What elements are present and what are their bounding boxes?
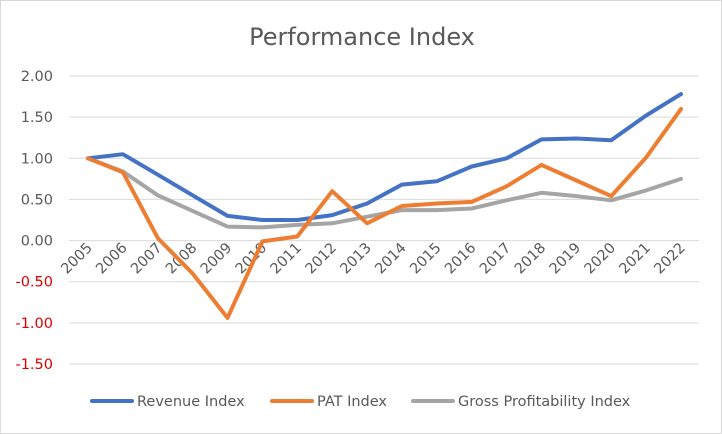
x-tick-label: 2017 xyxy=(477,240,514,277)
y-tick-label: 2.00 xyxy=(21,69,53,85)
x-tick-label: 2018 xyxy=(512,240,549,277)
x-tick-label: 2006 xyxy=(93,240,130,277)
x-tick-label: 2022 xyxy=(651,240,688,277)
y-tick-label: 1.50 xyxy=(21,110,53,126)
x-tick-label: 2016 xyxy=(442,240,479,277)
y-tick-label: -1.00 xyxy=(15,316,53,332)
x-tick-label: 2015 xyxy=(407,240,444,277)
x-tick-label: 2005 xyxy=(58,240,95,277)
y-tick-label: -0.50 xyxy=(15,275,53,291)
x-tick-label: 2014 xyxy=(372,240,409,277)
x-tick-label: 2019 xyxy=(547,240,584,277)
x-tick-label: 2008 xyxy=(163,240,200,277)
legend-label: PAT Index xyxy=(317,394,387,410)
x-tick-label: 2007 xyxy=(128,240,165,277)
series-line-revenue-index xyxy=(86,92,683,222)
series-lines xyxy=(86,92,683,320)
x-tick-label: 2009 xyxy=(198,240,235,277)
x-axis-ticks: 2005200620072008200920102011201220132014… xyxy=(58,240,688,277)
series-line-pat-index xyxy=(86,106,683,320)
x-tick-label: 2012 xyxy=(303,240,340,277)
legend: Revenue Index PAT Index Gross Profitabilit… xyxy=(90,394,631,410)
y-tick-label: 0.00 xyxy=(21,234,53,250)
legend-label: Revenue Index xyxy=(137,394,245,410)
y-tick-label: -1.50 xyxy=(15,357,53,373)
x-tick-label: 2013 xyxy=(337,240,374,277)
legend-label: Gross Profitability Index xyxy=(458,394,631,410)
y-tick-label: 1.00 xyxy=(21,151,53,167)
x-tick-label: 2011 xyxy=(268,240,305,277)
gridlines xyxy=(69,75,699,365)
y-axis-ticks: 2.00 1.50 1.00 0.50 0.00 -0.50 -1.00 -1.50 xyxy=(15,69,53,373)
x-tick-label: 2020 xyxy=(582,240,619,277)
chart-title: Performance Index xyxy=(249,23,475,51)
x-tick-label: 2021 xyxy=(617,240,654,277)
y-tick-label: 0.50 xyxy=(21,192,53,208)
x-tick-label: 2010 xyxy=(233,240,270,277)
